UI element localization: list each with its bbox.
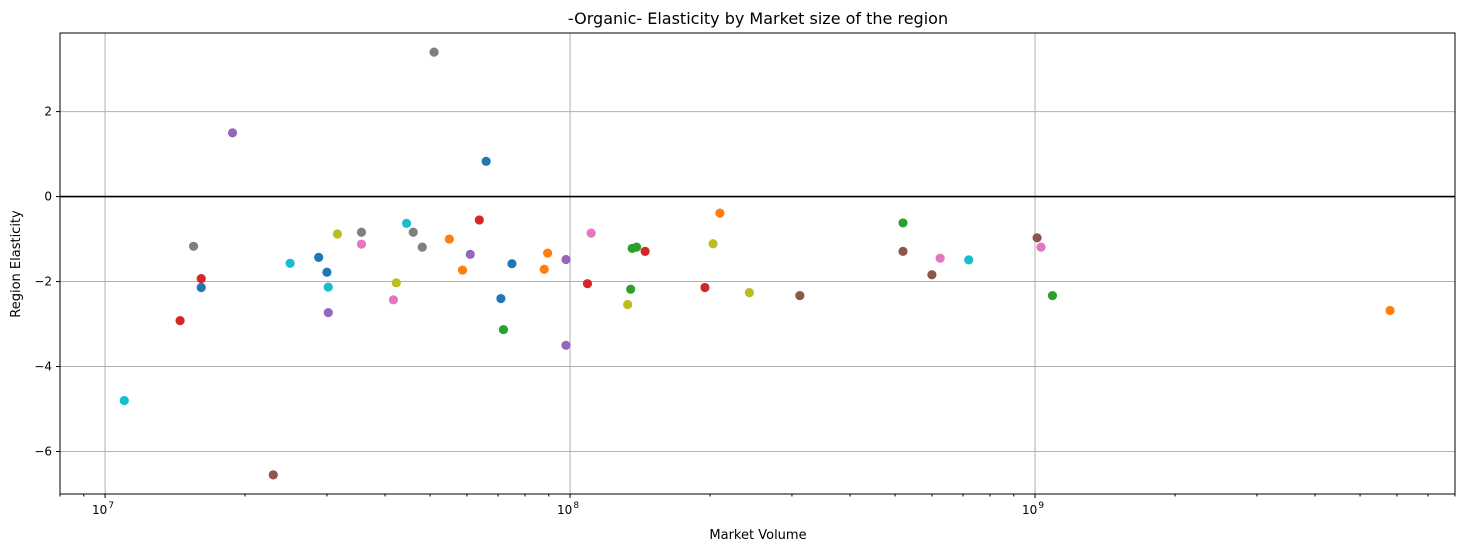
data-point <box>561 340 571 350</box>
data-point <box>623 299 633 310</box>
data-point <box>323 282 333 292</box>
data-point <box>898 218 908 228</box>
x-tick-exponent: 9 <box>1038 501 1044 511</box>
data-point <box>227 128 238 138</box>
data-point <box>332 229 343 239</box>
data-point <box>429 47 439 57</box>
data-point <box>417 242 427 252</box>
chart-title: -Organic- Elasticity by Market size of t… <box>568 9 948 28</box>
data-point <box>323 307 333 318</box>
plot-frame <box>59 32 1456 495</box>
data-point <box>795 290 805 301</box>
data-point <box>631 242 642 252</box>
data-point <box>1047 290 1058 301</box>
data-point <box>708 239 718 249</box>
data-point <box>935 253 945 263</box>
data-point <box>561 254 571 265</box>
data-point <box>1032 233 1042 243</box>
data-point <box>927 270 937 280</box>
data-point <box>498 324 509 335</box>
data-point <box>744 288 754 298</box>
x-tick-exponent: 8 <box>573 501 579 511</box>
data-point <box>1036 242 1046 252</box>
data-point <box>586 228 596 238</box>
data-point <box>898 246 908 256</box>
data-point <box>391 278 401 288</box>
data-point <box>715 208 725 218</box>
data-point <box>582 279 593 289</box>
data-point <box>268 470 278 480</box>
x-tick-exponent: 7 <box>108 501 114 511</box>
data-point <box>496 293 506 304</box>
data-point <box>119 395 129 406</box>
data-points <box>119 47 1395 480</box>
data-point <box>539 264 549 274</box>
y-tick-label: 0 <box>44 190 52 204</box>
y-tick-label: −6 <box>34 445 52 459</box>
data-point <box>188 241 199 251</box>
y-tick-label: −2 <box>34 275 52 289</box>
data-point <box>285 258 295 268</box>
x-axis-label: Market Volume <box>709 528 806 543</box>
data-point <box>444 234 454 244</box>
data-point <box>474 215 484 225</box>
y-axis-label: Region Elasticity <box>9 210 24 318</box>
data-point <box>700 282 710 293</box>
data-point <box>196 273 206 284</box>
data-point <box>314 252 324 262</box>
data-point <box>964 255 974 265</box>
data-point <box>196 282 206 293</box>
data-point <box>640 246 650 256</box>
data-point <box>507 259 517 269</box>
data-point <box>543 248 553 258</box>
data-point <box>481 156 491 166</box>
data-point <box>408 227 418 237</box>
data-point <box>322 267 332 277</box>
data-point <box>388 295 399 305</box>
data-point <box>356 227 367 237</box>
data-point <box>356 239 367 249</box>
data-point <box>626 284 636 294</box>
y-tick-label: −4 <box>34 360 52 374</box>
data-point <box>457 265 468 275</box>
data-point <box>175 316 185 326</box>
y-tick-label: 2 <box>44 105 52 119</box>
data-point <box>401 218 412 228</box>
data-point <box>1385 305 1395 316</box>
data-point <box>465 249 475 259</box>
